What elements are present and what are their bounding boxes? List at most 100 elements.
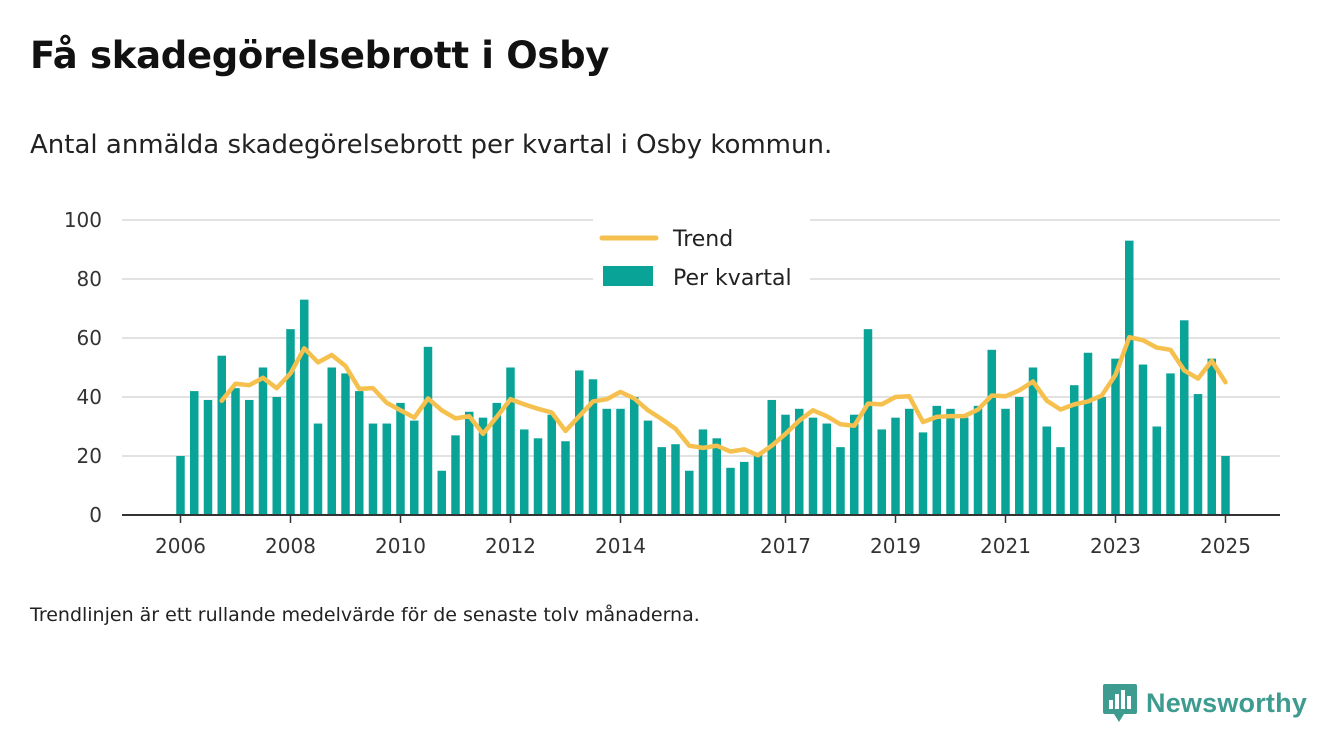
x-tick-label: 2008 xyxy=(265,534,316,558)
bar xyxy=(465,411,474,515)
y-axis-ticks: 0 20 40 60 80 100 xyxy=(64,208,102,527)
legend-per-kvartal-swatch xyxy=(603,266,653,286)
bar xyxy=(657,447,666,515)
bar xyxy=(685,470,694,515)
bar xyxy=(341,373,350,515)
bar xyxy=(410,420,419,515)
legend-background xyxy=(593,217,810,303)
bar xyxy=(973,405,983,515)
bar xyxy=(850,414,859,515)
bar xyxy=(918,432,928,515)
bar xyxy=(712,438,721,515)
bar xyxy=(987,349,996,515)
bar xyxy=(1207,358,1216,515)
bar xyxy=(781,414,790,515)
bar xyxy=(905,408,914,515)
bar xyxy=(643,420,653,515)
bar xyxy=(547,414,556,515)
bar xyxy=(561,441,570,515)
bar xyxy=(1193,394,1203,515)
bar xyxy=(1111,358,1120,515)
bar xyxy=(382,423,391,515)
x-tick-label: 2006 xyxy=(155,534,206,558)
y-tick-label: 60 xyxy=(77,326,102,350)
bar xyxy=(740,461,749,515)
bar xyxy=(245,399,254,515)
x-tick-label: 2010 xyxy=(375,534,426,558)
bar xyxy=(355,391,364,515)
bar xyxy=(698,429,708,515)
chart-title: Få skadegörelsebrott i Osby xyxy=(30,34,610,77)
bar xyxy=(1015,397,1024,515)
x-tick-label: 2017 xyxy=(760,534,811,558)
bar xyxy=(506,367,515,515)
legend-trend-label: Trend xyxy=(672,227,733,252)
bar xyxy=(533,438,543,515)
bar xyxy=(1001,408,1010,515)
bar xyxy=(176,456,185,515)
bar xyxy=(437,470,446,515)
y-tick-label: 100 xyxy=(64,208,102,232)
footnote: Trendlinjen är ett rullande medelvärde f… xyxy=(30,604,700,626)
bar xyxy=(602,408,611,515)
bar xyxy=(313,423,323,515)
bar xyxy=(836,447,845,515)
x-tick-label: 2019 xyxy=(870,534,921,558)
bar xyxy=(726,467,735,515)
bar xyxy=(286,329,295,515)
bar xyxy=(616,408,625,515)
bar xyxy=(1056,447,1065,515)
bar xyxy=(822,423,831,515)
bar xyxy=(891,417,900,515)
bar xyxy=(492,402,501,515)
bar xyxy=(1097,397,1106,515)
bar xyxy=(1083,352,1093,515)
brand-name: Newsworthy xyxy=(1146,687,1308,718)
bar xyxy=(1070,385,1079,515)
bar xyxy=(258,367,268,515)
y-tick-label: 20 xyxy=(77,444,102,468)
bar xyxy=(932,405,941,515)
bar xyxy=(478,417,488,515)
bar xyxy=(272,397,281,515)
x-axis-ticks: 2006 2008 2010 2012 2014 2017 2019 2021 2023 2025 xyxy=(155,515,1251,558)
bar xyxy=(795,408,804,515)
bar xyxy=(1152,426,1161,515)
bar xyxy=(575,370,584,515)
bar xyxy=(1125,240,1134,515)
bar xyxy=(396,402,405,515)
bar xyxy=(300,299,309,515)
bar xyxy=(1180,320,1189,515)
bar xyxy=(1166,373,1175,515)
chart-subtitle: Antal anmälda skadegörelsebrott per kvar… xyxy=(30,130,833,160)
bar xyxy=(451,435,460,515)
bar xyxy=(630,397,639,515)
bar xyxy=(327,367,336,515)
chart: 0 20 40 60 80 100 2006 2008 2010 2012 2014 2017 201… xyxy=(64,208,1280,558)
bar xyxy=(808,417,818,515)
bar xyxy=(877,429,886,515)
bar xyxy=(1138,364,1148,515)
bar xyxy=(203,399,213,515)
bar xyxy=(520,429,529,515)
bar xyxy=(1042,426,1051,515)
y-tick-label: 40 xyxy=(77,385,102,409)
legend-per-kvartal-label: Per kvartal xyxy=(673,266,792,291)
bar xyxy=(1028,367,1038,515)
y-tick-label: 0 xyxy=(89,503,102,527)
bar xyxy=(960,417,969,515)
bar xyxy=(1221,456,1230,515)
x-tick-label: 2021 xyxy=(980,534,1031,558)
x-tick-label: 2014 xyxy=(595,534,646,558)
bar xyxy=(423,346,433,515)
brand: Newsworthy xyxy=(1102,680,1307,726)
x-tick-label: 2012 xyxy=(485,534,536,558)
bar xyxy=(588,379,598,515)
bar xyxy=(217,355,226,515)
bar xyxy=(231,388,240,515)
bar xyxy=(863,329,873,515)
bar xyxy=(190,391,199,515)
bar xyxy=(946,408,955,515)
bar xyxy=(368,423,378,515)
newsworthy-logo-icon xyxy=(1103,684,1137,722)
